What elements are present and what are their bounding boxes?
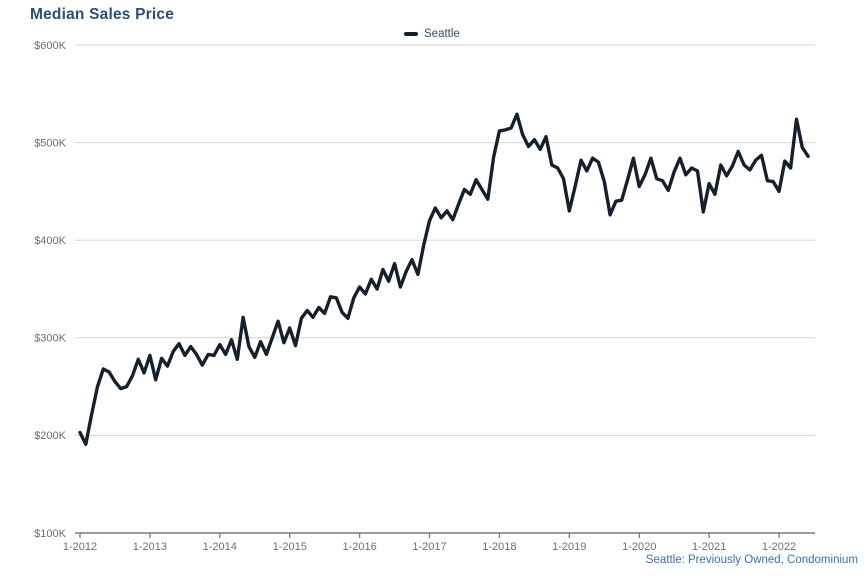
x-tick-label: 1-2015 (273, 541, 307, 553)
x-tick-label: 1-2012 (63, 541, 97, 553)
y-tick-label: $600K (34, 40, 66, 52)
y-tick-label: $400K (34, 235, 66, 247)
chart-footnote: Seattle: Previously Owned, Condominium (645, 554, 858, 566)
x-tick-label: 1-2016 (342, 541, 376, 553)
y-tick-label: $500K (34, 137, 66, 149)
x-tick-label: 1-2021 (692, 541, 726, 553)
chart-title: Median Sales Price (30, 6, 175, 23)
x-tick-label: 1-2013 (133, 541, 167, 553)
seattle-series-line (78, 112, 810, 446)
y-tick-label: $100K (34, 528, 66, 540)
legend-label-seattle: Seattle (424, 28, 460, 40)
x-tick-label: 1-2022 (762, 541, 796, 553)
x-tick-label: 1-2019 (552, 541, 586, 553)
x-tick-label: 1-2018 (482, 541, 516, 553)
legend: Seattle (404, 27, 460, 41)
x-tick-label: 1-2017 (412, 541, 446, 553)
x-tick-label: 1-2014 (203, 541, 237, 553)
y-tick-label: $200K (34, 430, 66, 442)
seattle-series-line-swatch (404, 32, 418, 36)
y-tick-label: $300K (34, 333, 66, 345)
x-tick-label: 1-2020 (622, 541, 656, 553)
